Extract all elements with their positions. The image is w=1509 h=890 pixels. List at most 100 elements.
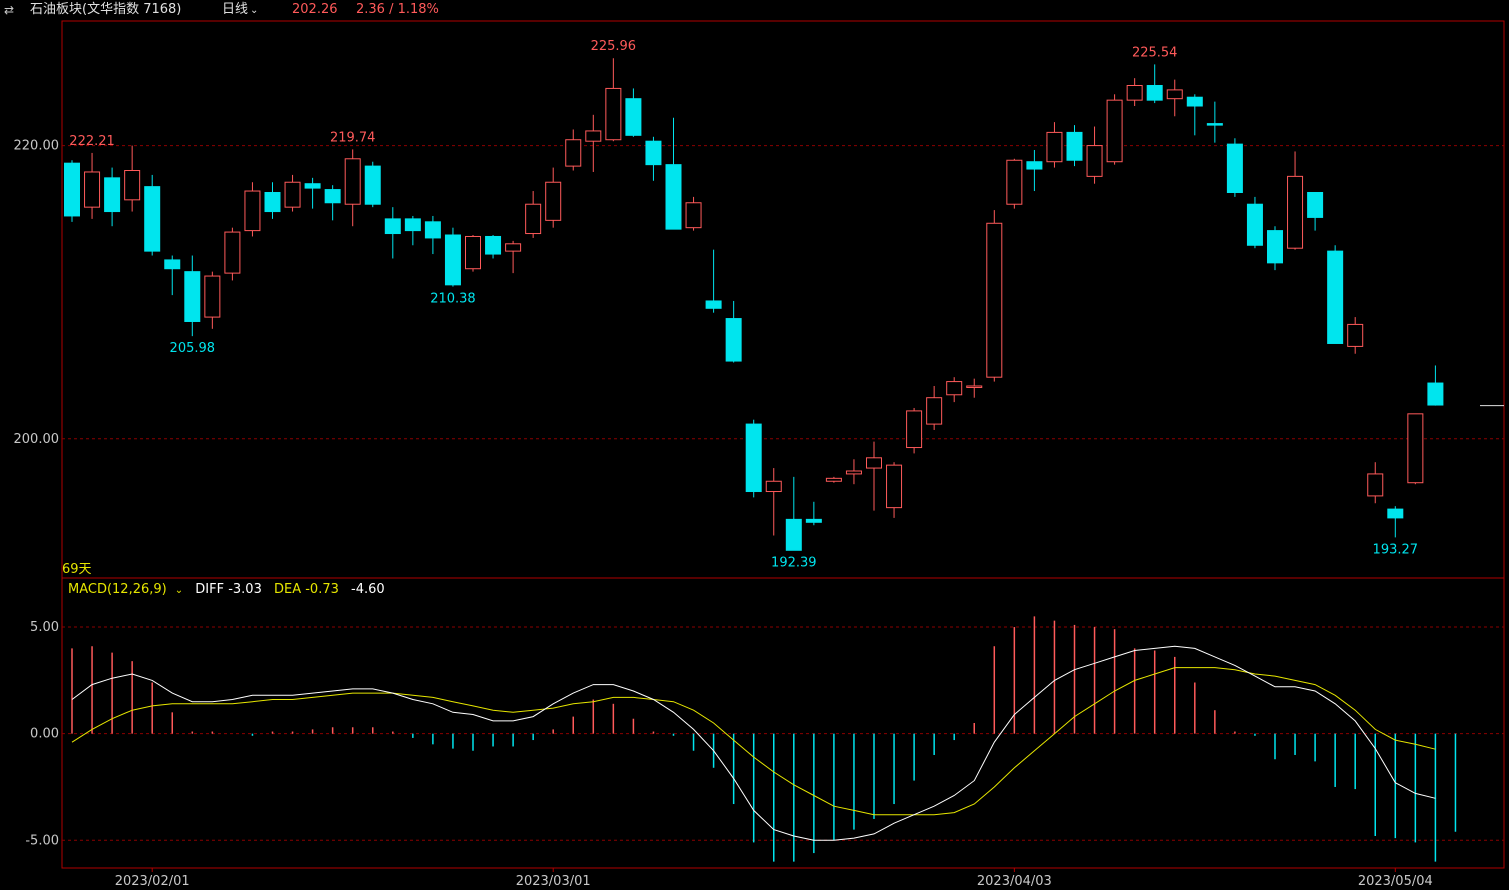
candle (444, 227, 461, 287)
candle-body (144, 186, 161, 252)
candle-body (284, 181, 301, 208)
candle (725, 300, 742, 363)
macd-indicator-selector[interactable]: MACD(12,26,9) ⌄ (68, 582, 187, 597)
candle-body (304, 183, 321, 189)
candle (1387, 506, 1404, 538)
date-tick-label: 2023/02/01 (115, 874, 190, 889)
candle (1246, 196, 1263, 249)
candle-body (324, 189, 341, 204)
candle-body (1246, 203, 1263, 246)
candle-body (946, 381, 963, 396)
high-annotation: 222.21 (69, 134, 115, 149)
candle (1206, 101, 1223, 143)
swap-arrows-icon[interactable]: ⇄ (4, 3, 15, 17)
candle (384, 207, 401, 259)
candle (485, 235, 502, 259)
date-tick-label: 2023/05/04 (1358, 874, 1433, 889)
date-tick-label: 2023/04/03 (977, 874, 1052, 889)
macd-tick-label: 5.00 (30, 620, 59, 635)
candle (1407, 413, 1424, 485)
date-tick-label: 2023/03/01 (516, 874, 591, 889)
candle-body (244, 190, 261, 232)
candle-body (1046, 131, 1063, 163)
candle (64, 160, 80, 222)
candle (545, 167, 562, 228)
candle (264, 182, 281, 219)
candle (1186, 94, 1203, 136)
chart-header: ⇄ 石油板块(文华指数 7168) 日线 ⌄ 202.26 2.36 / 1.18… (0, 0, 1509, 20)
candle-body (364, 165, 381, 205)
candle-body (444, 234, 461, 286)
instrument-title[interactable]: 石油板块(文华指数 7168) (30, 2, 182, 17)
candle-body (605, 87, 622, 141)
candle (1146, 64, 1163, 104)
candle-body (465, 235, 481, 270)
candle (1126, 78, 1143, 107)
candle (124, 145, 141, 212)
candle (1287, 151, 1304, 250)
candle (1427, 365, 1444, 406)
candle (866, 441, 882, 511)
candle (565, 129, 582, 171)
candle (1307, 191, 1324, 231)
days-count-label: 69天 (62, 562, 92, 577)
period-selector[interactable]: 日线 ⌄ (222, 0, 258, 21)
last-price: 202.26 (292, 2, 338, 17)
candle-body (825, 477, 842, 482)
candle-body (705, 300, 722, 309)
candle (685, 196, 702, 231)
candle (605, 58, 622, 142)
candle-body (565, 139, 582, 167)
macd-indicator-name: MACD(12,26,9) (68, 582, 167, 597)
candle (84, 152, 101, 219)
candle (785, 476, 802, 551)
candle-body (1006, 159, 1023, 205)
macd-dea-value: DEA -0.73 (273, 582, 339, 597)
candle-body (1026, 161, 1043, 170)
candle-body (645, 140, 662, 166)
candle (1106, 94, 1123, 165)
candle (986, 210, 1003, 382)
macd-diff-value: DIFF -3.03 (195, 582, 262, 597)
candle-body (685, 202, 702, 229)
high-annotation: 225.54 (1132, 45, 1178, 60)
candle (525, 191, 542, 238)
chevron-down-icon: ⌄ (250, 5, 259, 16)
candle (505, 240, 522, 274)
candle-body (765, 480, 782, 493)
high-annotation: 219.74 (330, 130, 376, 145)
candle-body (1407, 413, 1424, 484)
candle-body (104, 177, 121, 213)
candle (424, 215, 441, 255)
candle-body (1287, 175, 1304, 249)
candle-body (725, 318, 742, 362)
candle-body (1387, 508, 1404, 519)
candle (665, 117, 682, 230)
candle-body (926, 397, 943, 425)
candle-body (986, 222, 1003, 378)
candle (304, 177, 321, 209)
candle (1327, 245, 1344, 344)
period-label: 日线 (222, 2, 249, 17)
candle (1267, 226, 1283, 271)
candle-body (1327, 250, 1344, 344)
candle-body (505, 243, 522, 252)
candle-body (404, 218, 421, 232)
candle-body (866, 457, 882, 469)
low-annotation: 210.38 (430, 292, 476, 307)
candle-body (1126, 84, 1143, 101)
candle (765, 468, 782, 536)
candle (184, 255, 201, 337)
candle-body (264, 191, 281, 213)
candle (1086, 126, 1103, 184)
candle-body (545, 181, 562, 221)
candle-body (224, 231, 241, 274)
candle (585, 114, 602, 172)
candle-body (906, 410, 923, 449)
price-panel-frame (61, 20, 1505, 579)
candle (705, 249, 722, 313)
high-annotation: 225.96 (591, 39, 637, 54)
candle-body (124, 170, 141, 201)
candle (1046, 122, 1063, 168)
